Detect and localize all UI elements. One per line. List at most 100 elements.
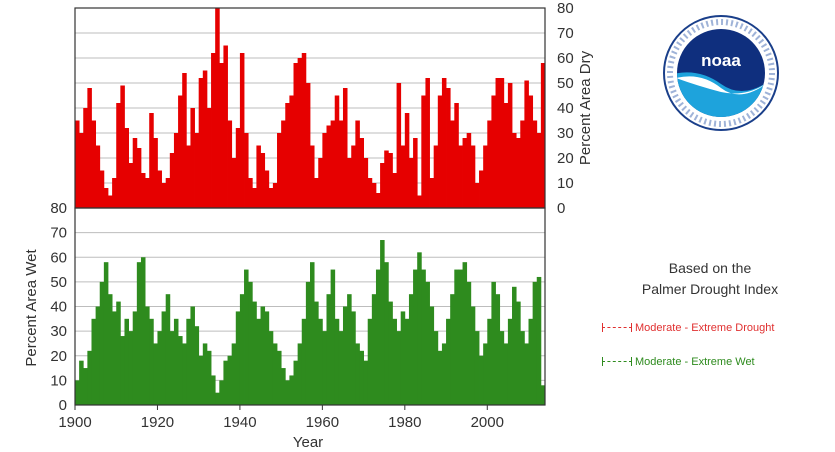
wet-bar [441, 343, 447, 405]
dry-bar [388, 153, 393, 208]
wet-bar [326, 294, 332, 405]
wet-bar [408, 294, 414, 405]
wet-bar [487, 318, 492, 405]
dry-bar [239, 53, 245, 208]
dry-bar [454, 103, 459, 208]
wet-bar [342, 306, 348, 405]
wet-y-tick-label: 10 [50, 372, 67, 389]
dry-bar [375, 193, 381, 208]
wet-y-tick-label: 40 [50, 299, 67, 316]
dry-bar [495, 78, 501, 208]
wet-bar [116, 301, 121, 405]
wet-bar [540, 385, 546, 405]
wet-bar [532, 281, 538, 405]
wet-bar [458, 269, 463, 405]
dry-bar [458, 145, 463, 208]
dry-bar [99, 170, 105, 208]
wet-bar [305, 281, 311, 405]
dry-bar [404, 113, 410, 208]
wet-bar [388, 301, 393, 405]
dry-bar [433, 145, 439, 208]
wet-bar [396, 331, 402, 405]
dry-y-tick-label: 50 [557, 75, 574, 92]
dry-bar [231, 158, 237, 208]
dry-bar [289, 95, 294, 208]
wet-bar [322, 331, 327, 405]
dry-bar [512, 133, 517, 208]
dry-bar [392, 173, 397, 208]
wet-bar [145, 306, 150, 405]
dry-bar [487, 120, 492, 208]
wet-bar [173, 318, 179, 405]
dry-bar [499, 78, 505, 208]
wet-bar [186, 318, 191, 405]
wet-bar [103, 262, 109, 405]
wet-bar [520, 331, 525, 405]
dry-bar [330, 120, 336, 208]
wet-bar [437, 350, 443, 405]
wet-bar [314, 301, 319, 405]
dry-bar [264, 170, 270, 208]
wet-bar [347, 294, 352, 405]
dry-bar [186, 145, 191, 208]
legend: Based on the Palmer Drought Index Modera… [590, 258, 830, 368]
wet-bar [425, 281, 430, 405]
dry-bar [202, 70, 208, 208]
dry-bar [277, 133, 282, 208]
wet-bar [75, 380, 80, 405]
wet-bar [355, 343, 360, 405]
wet-bar [112, 311, 117, 405]
wet-bar [392, 318, 397, 405]
wet-bar [140, 257, 146, 405]
wet-bar [446, 318, 451, 405]
dry-bar [219, 63, 224, 208]
dry-bar [91, 120, 97, 208]
dry-bar [351, 145, 356, 208]
wet-bar [87, 350, 92, 405]
x-tick-label: 1900 [58, 414, 91, 431]
dry-bar [161, 183, 167, 208]
dry-bar [491, 95, 496, 208]
wet-bar [512, 286, 517, 405]
wet-bar [454, 269, 459, 405]
wet-bar [289, 375, 294, 405]
legend-label-drought: Moderate - Extreme Drought [635, 322, 775, 334]
dry-bar [173, 133, 179, 208]
wet-bar [248, 281, 253, 405]
wet-bar [206, 350, 212, 405]
legend-title-line2: Palmer Drought Index [641, 281, 779, 297]
wet-bar [380, 240, 385, 405]
dry-bar [260, 153, 266, 208]
wet-bar [384, 262, 389, 405]
wet-bar [367, 318, 373, 405]
wet-bar [169, 331, 175, 405]
noaa-logo-icon: noaa [656, 14, 786, 132]
wet-bar [215, 392, 220, 405]
dry-bar [524, 80, 529, 208]
dry-bar [75, 120, 80, 208]
wet-bar [120, 336, 125, 405]
dry-bar [540, 63, 546, 208]
dry-bar [367, 178, 373, 208]
dry-bar [305, 83, 311, 208]
wet-bar [359, 350, 364, 405]
wet-bar [194, 326, 200, 405]
dry-y-tick-label: 20 [557, 150, 574, 167]
wet-bar [470, 306, 476, 405]
wet-bar [268, 331, 274, 405]
wet-bar [499, 331, 505, 405]
dry-bar [107, 195, 113, 208]
wet-bar [318, 318, 323, 405]
dry-y-tick-label: 30 [557, 125, 574, 142]
wet-frame [74, 207, 546, 406]
dry-bar [116, 103, 121, 208]
dry-bar [256, 145, 261, 208]
wet-bar [83, 368, 88, 405]
dry-bar [417, 195, 422, 208]
wet-bar [272, 343, 278, 405]
wet-bar [178, 336, 183, 405]
dry-bar [355, 120, 360, 208]
wet-bar [474, 331, 480, 405]
wet-bar [285, 380, 290, 405]
